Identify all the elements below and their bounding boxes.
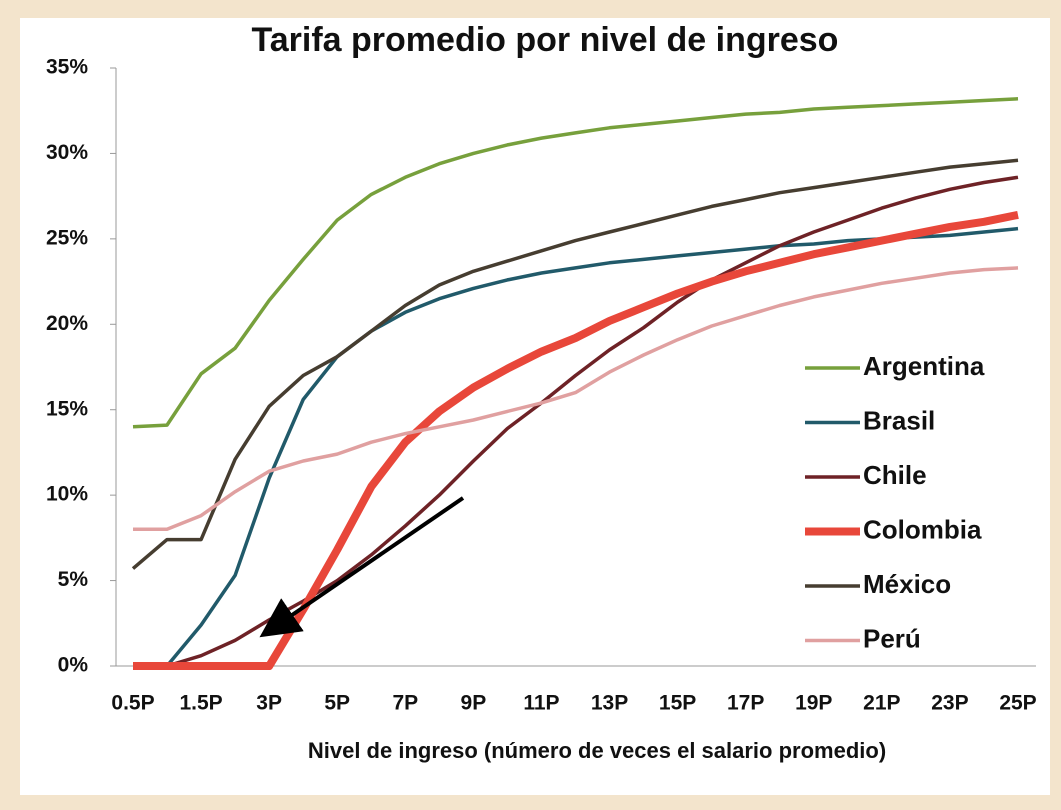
x-tick-label: 21P [863,692,900,715]
y-tick-label: 25% [46,226,88,249]
y-tick-label: 20% [46,312,88,335]
y-tick-label: 30% [46,141,88,164]
x-tick-label: 5P [324,692,350,715]
legend-label: Chile [863,460,927,490]
y-tick-label: 0% [58,654,89,677]
x-axis-title: Nivel de ingreso (número de veces el sal… [308,738,886,763]
chart-title: Tarifa promedio por nivel de ingreso [252,21,839,59]
legend-label: México [863,569,951,599]
series-line [133,266,1019,532]
x-tick-label: 11P [523,692,559,715]
x-tick-label: 0.5P [111,692,154,715]
y-tick-label: 35% [46,56,88,79]
legend-label: Argentina [863,351,985,381]
x-tick-label: 25P [999,692,1036,715]
y-tick-label: 15% [46,397,88,420]
x-tick-label: 17P [727,692,764,715]
legend-label: Perú [863,623,921,653]
x-tick-label: 13P [591,692,628,715]
annotation-arrow [259,496,465,638]
x-tick-label: 15P [659,692,696,715]
x-tick-label: 7P [392,692,418,715]
series-line [131,158,1019,570]
y-tick-label: 10% [46,483,88,506]
x-tick-label: 9P [461,692,487,715]
x-tick-label: 1.5P [179,692,222,715]
legend-label: Colombia [863,514,982,544]
y-tick-label: 5% [58,568,89,591]
legend-label: Brasil [863,405,935,435]
series-line [132,97,1019,429]
x-tick-label: 23P [931,692,968,715]
series-line [133,210,1019,670]
x-tick-label: 19P [795,692,832,715]
x-tick-label: 3P [256,692,282,715]
